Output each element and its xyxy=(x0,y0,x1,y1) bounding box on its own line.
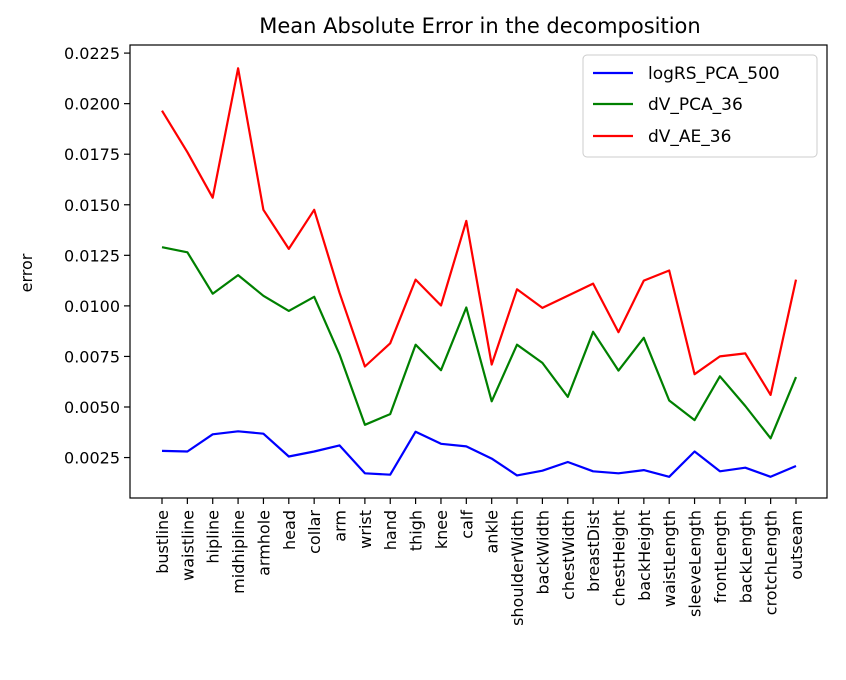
x-tick-label: outseam xyxy=(787,510,806,580)
y-tick-label: 0.0175 xyxy=(64,145,120,164)
x-tick-label: waistLength xyxy=(660,510,679,607)
series-line-dV_PCA_36 xyxy=(161,246,798,440)
x-tick-label: armhole xyxy=(254,510,273,576)
y-axis: 0.0025 0.0050 0.0075 0.0100 0.0125 0.0150 0.01… xyxy=(64,44,130,468)
plot-area-frame xyxy=(129,44,828,499)
legend: logRS_PCA_500 dV_PCA_36 dV_AE_36 xyxy=(582,54,818,158)
x-tick-label: backLength xyxy=(736,510,755,603)
series-line-dV_AE_36 xyxy=(161,67,798,396)
y-tick-label: 0.0200 xyxy=(64,95,120,114)
y-tick-label: 0.0225 xyxy=(64,44,120,63)
legend-label-dV_AE_36: dV_AE_36 xyxy=(648,127,731,147)
x-tick-label: waistline xyxy=(178,510,197,581)
x-tick-label: breastDist xyxy=(584,510,603,592)
x-tick-label: frontLength xyxy=(711,510,730,603)
x-tick-label: arm xyxy=(331,510,350,542)
y-tick-label: 0.0125 xyxy=(64,246,120,265)
y-tick-label: 0.0050 xyxy=(64,398,120,417)
x-tick-label: thigh xyxy=(407,510,426,551)
y-axis-label: error xyxy=(17,253,36,292)
legend-box xyxy=(582,54,818,158)
x-tick-label: crotchLength xyxy=(762,510,781,615)
x-tick-label: ankle xyxy=(483,510,502,554)
x-tick-label: calf xyxy=(457,510,476,539)
y-tick-label: 0.0100 xyxy=(64,297,120,316)
x-tick-label: hipline xyxy=(204,510,223,564)
x-tick-label: knee xyxy=(432,510,451,549)
x-tick-label: shoulderWidth xyxy=(508,510,527,626)
legend-label-logRS_PCA_500: logRS_PCA_500 xyxy=(648,64,780,84)
x-tick-label: midhipline xyxy=(229,510,248,594)
y-tick-label: 0.0025 xyxy=(64,449,120,468)
series-lines xyxy=(161,67,798,478)
x-tick-label: head xyxy=(280,510,299,550)
y-tick-label: 0.0150 xyxy=(64,196,120,215)
x-tick-label: bustline xyxy=(153,510,172,574)
x-axis: bustline waistline hipline midhipline armhol… xyxy=(153,498,806,626)
x-tick-label: backHeight xyxy=(635,510,654,601)
y-tick-label: 0.0075 xyxy=(64,347,120,366)
x-tick-label: collar xyxy=(305,510,324,554)
x-tick-label: chestHeight xyxy=(609,510,628,606)
x-tick-label: hand xyxy=(381,510,400,550)
legend-label-dV_PCA_36: dV_PCA_36 xyxy=(648,95,743,115)
x-tick-label: backWidth xyxy=(533,510,552,595)
x-tick-label: sleeveLength xyxy=(686,510,705,617)
series-line-logRS_PCA_500 xyxy=(161,430,797,478)
x-tick-label: wrist xyxy=(356,510,375,549)
x-tick-label: chestWidth xyxy=(559,510,578,600)
chart-title: Mean Absolute Error in the decomposition xyxy=(259,14,700,38)
